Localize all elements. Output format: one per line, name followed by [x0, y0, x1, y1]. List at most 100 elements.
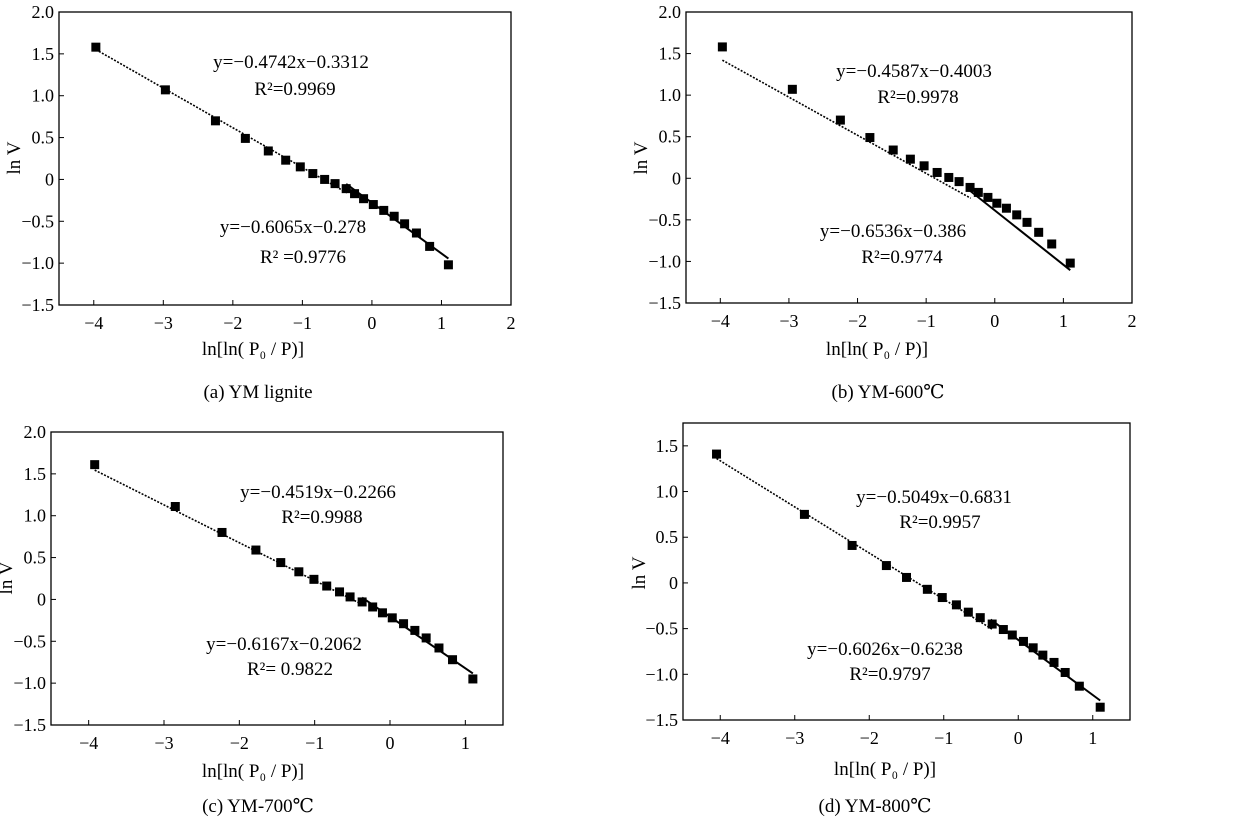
y-tick-label: 0.5 — [656, 527, 679, 547]
data-point — [468, 674, 478, 684]
data-point — [1095, 702, 1105, 712]
fit-r2-2: R²=0.9774 — [861, 247, 943, 268]
fit-r2-1: R²=0.9978 — [877, 87, 958, 108]
x-tick-label: 0 — [386, 733, 395, 753]
data-point — [1001, 203, 1011, 213]
panel-caption: (a) YM lignite — [203, 382, 312, 403]
data-point — [937, 593, 947, 603]
data-point — [881, 561, 891, 571]
data-point — [1012, 210, 1022, 220]
y-tick-label: 1.0 — [659, 85, 682, 105]
y-axis-label: ln V — [4, 141, 25, 174]
x-axis-label: ln[ln( P₀ / P)] — [202, 761, 304, 782]
data-point — [295, 162, 305, 172]
fit-r2-1: R²=0.9969 — [254, 79, 335, 100]
data-point — [335, 587, 345, 597]
x-tick-label: −4 — [711, 728, 730, 748]
data-point — [954, 177, 964, 187]
chart-panel-a: −4 −3 −2 −1 0 1 2 −1.5 −1.0 −0.5 0 0.5 1.0 1.5 2.0 y=−0… — [4, 2, 516, 403]
x-tick-label: −4 — [79, 733, 98, 753]
x-tick-label: −3 — [154, 313, 173, 333]
data-point — [1034, 227, 1044, 237]
data-point — [905, 154, 915, 164]
x-tick-label: 1 — [1088, 728, 1097, 748]
data-point — [965, 182, 975, 192]
fit-line-2 — [968, 189, 1071, 271]
data-point — [341, 184, 351, 194]
x-tick-label: −3 — [785, 728, 804, 748]
data-point — [787, 84, 797, 94]
data-point — [1038, 650, 1048, 660]
plot-frame — [50, 431, 504, 726]
data-point — [888, 145, 898, 155]
data-point — [251, 545, 261, 555]
x-tick-label: −1 — [934, 728, 953, 748]
data-point — [1065, 258, 1075, 268]
x-tick-label: −2 — [848, 311, 867, 331]
x-tick-label: 0 — [990, 311, 999, 331]
data-point — [1049, 657, 1059, 667]
x-tick-label: −4 — [711, 311, 730, 331]
y-tick-label: −1.0 — [13, 673, 46, 693]
y-tick-label: 1.0 — [32, 86, 55, 106]
data-point — [975, 613, 985, 623]
fit-line-1 — [94, 469, 364, 606]
y-tick-label: −0.5 — [648, 210, 681, 230]
data-point — [389, 211, 399, 221]
fit-r2-2: R²= 0.9822 — [247, 659, 333, 680]
data-point — [973, 187, 983, 197]
fit-equation-2: y=−0.6065x−0.278 — [220, 217, 366, 238]
data-point — [443, 260, 453, 270]
chart-panel-b: −4 −3 −2 −1 0 1 2 −1.5 −1.0 −0.5 0 0.5 1.0 1.5 2.0 y=−0… — [631, 2, 1137, 403]
y-tick-label: 0.5 — [659, 127, 682, 147]
data-point — [281, 155, 291, 165]
data-point — [1074, 681, 1084, 691]
y-tick-label: 2.0 — [24, 422, 47, 442]
y-tick-label: −1.0 — [21, 253, 54, 273]
data-point — [902, 572, 911, 582]
y-tick-label: −0.5 — [13, 631, 46, 651]
chart-panel-c: −4 −3 −2 −1 0 1 −1.5 −1.0 −0.5 0 0.5 1.0 1.5 2.0 y=−0.… — [0, 422, 504, 817]
y-tick-label: −1.0 — [645, 664, 678, 684]
x-axis-label: ln[ln( P₀ / P)] — [202, 339, 304, 360]
data-point — [90, 460, 100, 470]
data-point — [170, 502, 180, 512]
data-point — [411, 228, 421, 238]
x-axis-label: ln[ln( P₀ / P)] — [826, 339, 928, 360]
data-point — [932, 167, 942, 177]
data-point — [434, 643, 444, 653]
y-tick-label: 1.5 — [24, 464, 47, 484]
fit-equation-2: y=−0.6536x−0.386 — [820, 221, 966, 242]
data-point — [377, 608, 387, 618]
x-tick-label: 1 — [461, 733, 470, 753]
data-point — [91, 42, 101, 52]
y-tick-label: 1.0 — [24, 506, 47, 526]
y-tick-label: 1.5 — [32, 44, 55, 64]
fit-equation-2: y=−0.6167x−0.2062 — [206, 634, 362, 655]
data-point — [350, 189, 360, 199]
x-tick-label: 2 — [1128, 311, 1137, 331]
data-point — [922, 584, 932, 594]
data-point — [322, 581, 332, 591]
y-tick-label: 0.5 — [32, 128, 55, 148]
data-point — [998, 625, 1008, 635]
y-tick-label: 1.5 — [659, 44, 682, 64]
y-tick-label: −0.5 — [21, 211, 54, 231]
data-point — [425, 241, 435, 251]
data-point — [294, 567, 304, 577]
data-point — [712, 449, 722, 459]
y-tick-label: 0 — [45, 169, 54, 189]
data-point — [399, 619, 409, 629]
data-point — [387, 613, 397, 623]
data-point — [263, 146, 273, 156]
x-tick-label: −2 — [860, 728, 879, 748]
data-point — [1022, 217, 1032, 227]
fit-r2-2: R²=0.9797 — [849, 664, 930, 685]
x-tick-label: −3 — [154, 733, 173, 753]
data-point — [217, 527, 227, 537]
data-point — [276, 558, 286, 568]
fit-line-1 — [95, 48, 348, 194]
data-point — [240, 133, 250, 143]
plot-frame — [682, 422, 1131, 721]
